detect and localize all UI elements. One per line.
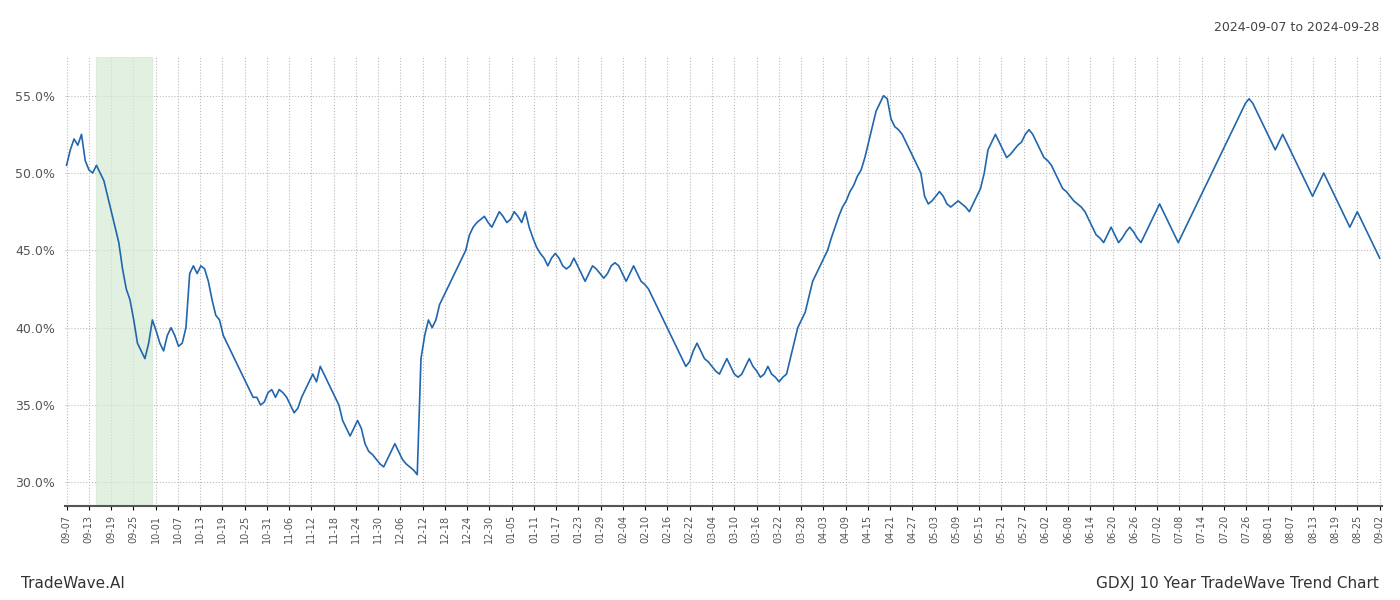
Bar bbox=[97, 57, 153, 506]
Text: TradeWave.AI: TradeWave.AI bbox=[21, 576, 125, 591]
Text: GDXJ 10 Year TradeWave Trend Chart: GDXJ 10 Year TradeWave Trend Chart bbox=[1096, 576, 1379, 591]
Text: 2024-09-07 to 2024-09-28: 2024-09-07 to 2024-09-28 bbox=[1214, 21, 1379, 34]
